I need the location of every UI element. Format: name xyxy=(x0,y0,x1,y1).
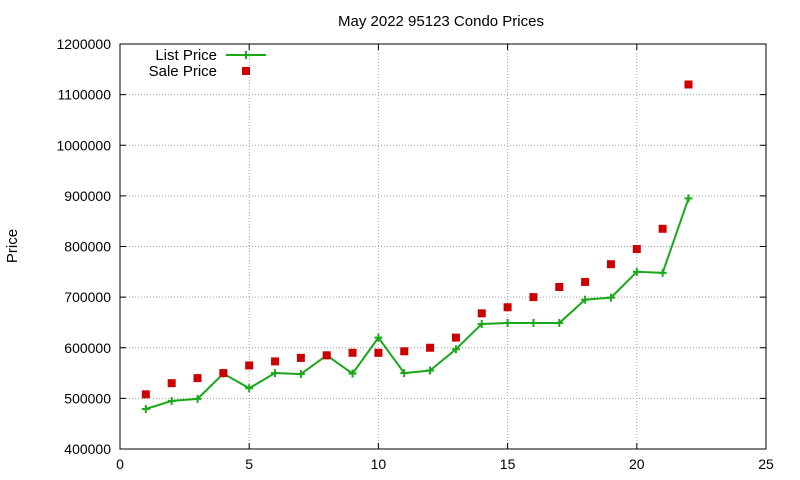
y-tick-label: 900000 xyxy=(64,188,111,204)
data-point xyxy=(529,293,538,302)
data-point xyxy=(296,353,305,362)
grid xyxy=(120,44,766,449)
x-tick-label: 25 xyxy=(758,456,774,472)
data-point xyxy=(193,394,202,403)
data-point xyxy=(400,347,409,356)
y-tick-label: 600000 xyxy=(64,340,111,356)
data-point xyxy=(219,369,228,378)
data-point xyxy=(348,369,357,378)
x-tick-label: 15 xyxy=(500,456,516,472)
series-0 xyxy=(141,194,693,414)
data-point xyxy=(555,283,564,291)
y-tick-label: 1200000 xyxy=(56,36,111,52)
y-tick-label: 700000 xyxy=(64,289,111,305)
data-point xyxy=(606,293,615,302)
data-point xyxy=(477,319,486,328)
y-tick-label: 800000 xyxy=(64,239,111,255)
data-point xyxy=(658,268,667,277)
data-point xyxy=(193,374,202,383)
data-point xyxy=(167,379,176,388)
data-point xyxy=(503,303,512,312)
data-point xyxy=(245,361,254,370)
data-point xyxy=(658,224,667,233)
data-point xyxy=(296,370,305,379)
data-point xyxy=(374,348,383,357)
data-point xyxy=(477,309,486,318)
data-point xyxy=(632,245,641,254)
data-point xyxy=(684,80,693,89)
data-point xyxy=(606,260,615,269)
data-point xyxy=(271,357,280,366)
y-tick-label: 500000 xyxy=(64,390,111,406)
data-point xyxy=(684,194,693,203)
data-point xyxy=(581,295,590,304)
data-point xyxy=(451,345,460,354)
data-point xyxy=(141,390,150,399)
data-point xyxy=(271,369,280,378)
x-tick-label: 20 xyxy=(629,456,645,472)
data-point xyxy=(348,348,357,357)
axis-ticks: 0 5 10 15 20 25 400000 500000 600000 700000 800000… xyxy=(56,36,774,472)
data-point xyxy=(374,333,383,342)
series-layer xyxy=(141,80,693,414)
y-tick-label: 1000000 xyxy=(56,137,111,153)
legend-marker xyxy=(242,67,250,75)
x-tick-label: 10 xyxy=(371,456,387,472)
series-1 xyxy=(141,80,693,399)
y-axis-label: Price xyxy=(4,229,21,263)
data-point xyxy=(245,384,254,393)
data-point xyxy=(141,405,150,414)
data-point xyxy=(426,343,435,352)
data-point xyxy=(167,396,176,405)
chart-title: May 2022 95123 Condo Prices xyxy=(338,13,544,30)
y-tick-label: 400000 xyxy=(64,441,111,457)
data-point xyxy=(426,366,435,375)
data-point xyxy=(503,318,512,327)
legend-label: List Price xyxy=(155,47,217,64)
data-point xyxy=(400,369,409,378)
data-point xyxy=(581,277,590,286)
data-point xyxy=(529,318,538,327)
x-tick-label: 5 xyxy=(245,456,253,472)
data-point xyxy=(451,333,460,342)
y-tick-label: 1100000 xyxy=(58,87,112,103)
data-point xyxy=(322,351,331,360)
legend-label: Sale Price xyxy=(149,63,217,80)
data-point xyxy=(555,318,564,327)
legend-marker xyxy=(242,51,250,59)
x-tick-label: 0 xyxy=(116,456,124,472)
series-line xyxy=(145,198,690,410)
data-point xyxy=(632,267,641,276)
